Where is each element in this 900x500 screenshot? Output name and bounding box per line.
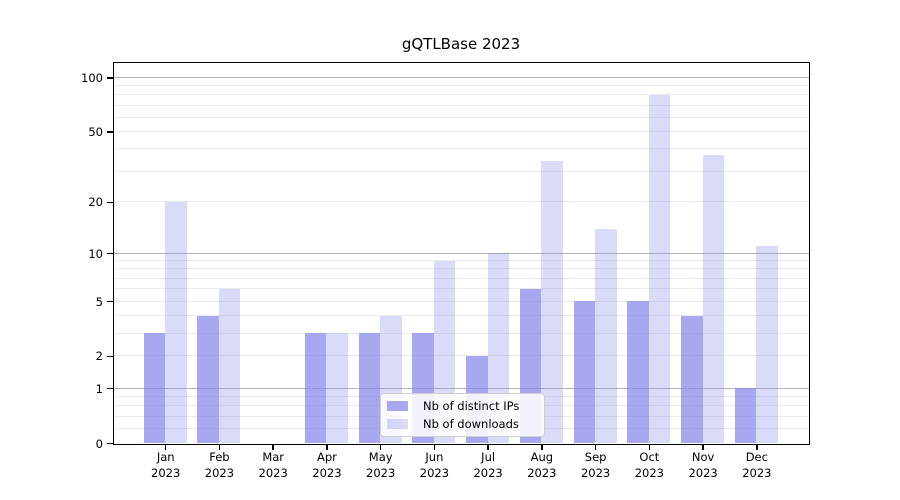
y-tick-label: 5 (95, 294, 103, 309)
y-tick-label: 20 (88, 195, 103, 210)
x-tick-label: Apr 2023 (312, 450, 342, 480)
bar-distinct-ips-jan (143, 333, 166, 443)
minor-gridline (113, 201, 809, 203)
plot-area (112, 61, 810, 445)
minor-gridline (113, 116, 809, 118)
minor-gridline (113, 104, 809, 106)
legend-swatch-distinct-ips (387, 401, 408, 411)
x-tick-label: Nov 2023 (688, 450, 718, 480)
minor-gridline (113, 148, 809, 150)
minor-gridline (113, 260, 809, 262)
major-gridline (113, 387, 809, 389)
x-tick-label: May 2023 (366, 450, 396, 480)
x-tick-mark (272, 444, 274, 450)
legend: Nb of distinct IPs Nb of downloads (380, 393, 545, 437)
bar-downloads-nov (702, 154, 725, 443)
minor-gridline (113, 300, 809, 302)
y-tick-mark (107, 201, 113, 204)
y-tick-label: 2 (95, 349, 103, 364)
chart-title: gQTLBase 2023 (401, 35, 521, 53)
major-gridline (113, 252, 809, 254)
bar-downloads-jan (165, 201, 187, 443)
bar-distinct-ips-oct (627, 301, 649, 443)
x-tick-mark (379, 444, 382, 450)
legend-item-distinct-ips: Nb of distinct IPs (387, 398, 536, 413)
x-tick-mark (756, 444, 758, 450)
y-tick-mark (107, 355, 113, 358)
bar-downloads-sep (595, 228, 617, 443)
x-tick-label: Jul 2023 (473, 450, 503, 480)
x-tick-mark (218, 444, 221, 450)
x-tick-mark (702, 444, 704, 450)
y-tick-mark (107, 252, 113, 255)
x-tick-label: Jan 2023 (151, 450, 181, 480)
bar-distinct-ips-may (358, 333, 381, 443)
legend-swatch-downloads (387, 419, 408, 429)
bar-downloads-feb (218, 288, 241, 443)
y-tick-mark (107, 387, 113, 390)
legend-label-distinct-ips: Nb of distinct IPs (423, 398, 520, 413)
legend-label-downloads: Nb of downloads (423, 416, 519, 431)
minor-gridline (113, 315, 809, 317)
minor-gridline (113, 131, 809, 133)
y-tick-label: 100 (81, 71, 103, 85)
x-tick-label: Feb 2023 (204, 450, 235, 480)
x-tick-mark (648, 444, 651, 450)
x-tick-label: Dec 2023 (742, 450, 772, 480)
bar-distinct-ips-apr (304, 333, 327, 443)
minor-gridline (113, 94, 809, 96)
y-tick-label: 10 (88, 246, 103, 261)
bar-distinct-ips-sep (573, 301, 596, 443)
minor-gridline (113, 277, 809, 279)
x-tick-mark (433, 444, 436, 450)
bar-downloads-apr (326, 333, 348, 443)
y-tick-mark (107, 131, 113, 133)
minor-gridline (113, 288, 809, 290)
y-tick-label: 0 (95, 436, 103, 451)
minor-gridline (113, 355, 809, 357)
minor-gridline (113, 268, 809, 270)
y-tick-mark (107, 77, 113, 79)
y-tick-mark (107, 300, 113, 303)
x-tick-label: Aug 2023 (527, 450, 557, 480)
x-tick-mark (594, 444, 597, 450)
minor-gridline (113, 170, 809, 172)
minor-gridline (113, 332, 809, 334)
x-tick-mark (487, 444, 489, 450)
x-tick-label: Mar 2023 (258, 450, 288, 480)
x-tick-label: Sep 2023 (580, 450, 611, 480)
bar-distinct-ips-nov (681, 315, 703, 443)
major-gridline (113, 77, 809, 78)
x-tick-mark (541, 444, 543, 450)
x-tick-label: Jun 2023 (419, 450, 450, 480)
y-tick-mark (107, 442, 113, 445)
bar-downloads-aug (541, 161, 563, 443)
x-tick-label: Oct 2023 (634, 450, 664, 480)
bar-distinct-ips-feb (197, 315, 219, 443)
bar-distinct-ips-dec (734, 388, 757, 443)
bar-downloads-oct (648, 94, 671, 443)
legend-item-downloads: Nb of downloads (387, 416, 536, 431)
bar-downloads-dec (756, 246, 778, 443)
x-tick-mark (326, 444, 328, 450)
y-tick-label: 1 (95, 381, 103, 396)
minor-gridline (113, 85, 809, 87)
x-tick-mark (164, 444, 167, 450)
y-tick-label: 50 (88, 125, 103, 140)
